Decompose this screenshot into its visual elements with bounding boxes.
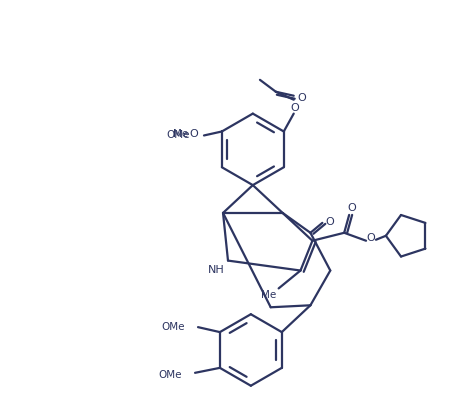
- Text: OMe: OMe: [167, 130, 190, 140]
- Text: OMe: OMe: [158, 369, 182, 379]
- Text: O: O: [291, 102, 299, 112]
- Text: Me: Me: [173, 129, 188, 139]
- Text: O: O: [348, 202, 356, 213]
- Text: NH: NH: [207, 264, 224, 274]
- Text: OMe: OMe: [162, 321, 185, 331]
- Text: Me: Me: [261, 290, 276, 300]
- Text: O: O: [190, 129, 198, 139]
- Text: O: O: [297, 92, 306, 102]
- Text: O: O: [367, 232, 375, 242]
- Text: O: O: [325, 216, 334, 226]
